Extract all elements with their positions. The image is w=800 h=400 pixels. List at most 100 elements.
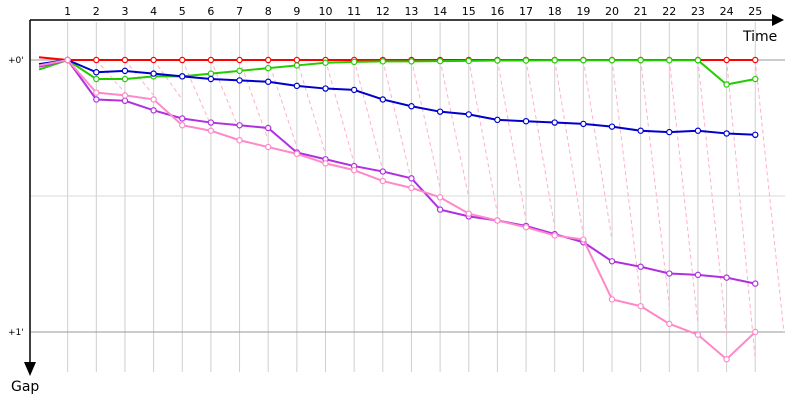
- lap-label: 9: [293, 5, 300, 18]
- lap-label: 14: [433, 5, 447, 18]
- data-point: [436, 206, 444, 213]
- gap-axis-arrowhead: [24, 362, 36, 376]
- data-point: [236, 67, 243, 75]
- connector-line: [210, 59, 241, 131]
- data-point: [551, 232, 558, 239]
- data-point: [121, 92, 129, 99]
- data-point: [694, 271, 702, 279]
- connector-line: [640, 59, 670, 307]
- data-point: [608, 258, 616, 265]
- data-point: [322, 160, 329, 167]
- connector-line: [410, 59, 441, 188]
- data-point: [723, 274, 730, 281]
- series-line: [38, 59, 756, 361]
- gap-tick-label: +0': [8, 56, 24, 66]
- lap-label: 23: [691, 5, 705, 18]
- gridlines: [31, 22, 785, 372]
- time-axis-label: Time: [742, 29, 777, 45]
- data-point: [236, 56, 243, 64]
- data-point: [522, 117, 530, 125]
- data-point: [93, 75, 100, 83]
- time-axis-arrowhead: [772, 14, 784, 26]
- data-point: [265, 78, 272, 85]
- data-point: [350, 86, 358, 94]
- data-point: [551, 57, 558, 64]
- series-line: [38, 59, 756, 136]
- data-point: [637, 302, 644, 310]
- lap-label: 19: [576, 5, 590, 18]
- connector-line: [382, 59, 412, 182]
- lap-label: 22: [662, 5, 676, 18]
- data-point: [408, 103, 415, 110]
- data-point: [436, 108, 444, 115]
- data-point: [150, 70, 157, 77]
- data-point: [207, 127, 215, 134]
- connector-line: [697, 59, 728, 335]
- lap-label: 3: [121, 5, 128, 18]
- lap-label: 6: [207, 5, 214, 18]
- data-point: [522, 57, 530, 64]
- data-point: [207, 70, 215, 77]
- data-point: [265, 64, 272, 72]
- data-point: [93, 56, 100, 64]
- data-point: [666, 270, 673, 277]
- data-point: [465, 210, 472, 217]
- data-point: [608, 123, 616, 130]
- connector-line: [468, 59, 498, 214]
- lap-label: 4: [150, 5, 157, 18]
- connector-line: [353, 59, 384, 171]
- connector-line: [267, 59, 298, 148]
- connector-line: [611, 59, 642, 300]
- data-point: [723, 130, 730, 137]
- data-point: [637, 263, 644, 270]
- data-point: [608, 57, 616, 64]
- data-point: [637, 57, 644, 64]
- data-point: [723, 81, 730, 88]
- data-point: [121, 67, 129, 75]
- data-point: [265, 56, 272, 64]
- data-point: [666, 57, 673, 64]
- gap-tick-label: +1': [8, 328, 24, 338]
- data-point: [666, 128, 673, 136]
- data-point: [93, 96, 100, 103]
- connector-line: [296, 59, 326, 154]
- data-point: [179, 115, 186, 122]
- data-point: [752, 328, 759, 336]
- data-point: [150, 56, 157, 64]
- lap-label: 20: [605, 5, 619, 18]
- data-point: [694, 57, 702, 64]
- data-point: [179, 56, 186, 64]
- data-point: [265, 124, 272, 132]
- connector-line: [668, 59, 699, 324]
- data-point: [350, 166, 358, 174]
- data-point: [694, 127, 702, 134]
- data-point: [179, 122, 186, 129]
- lap-label: 12: [376, 5, 390, 18]
- data-point: [121, 56, 129, 64]
- data-point: [322, 85, 329, 92]
- lap-label: 15: [462, 5, 476, 18]
- data-point: [465, 111, 472, 118]
- data-point: [752, 56, 759, 64]
- lap-labels: 1 2 3 4 5 6 7 8 9 10 11 12 13 14 15 16 17 18 19 20 21 22 23 24 2…: [64, 5, 762, 18]
- data-point: [580, 236, 587, 243]
- pit-connector-lines: [67, 59, 785, 360]
- data-point: [723, 356, 730, 363]
- lap-label: 2: [93, 5, 100, 18]
- connector-line: [95, 59, 126, 93]
- connector-line: [525, 59, 556, 228]
- connector-line: [153, 59, 183, 100]
- data-point: [236, 137, 243, 144]
- connector-line: [496, 59, 527, 221]
- lap-label: 1: [64, 5, 71, 18]
- series-3: [38, 56, 759, 138]
- data-point: [436, 57, 444, 65]
- lap-label: 24: [720, 5, 734, 18]
- lap-label: 18: [548, 5, 562, 18]
- data-point: [408, 175, 415, 182]
- series-line: [38, 59, 756, 285]
- data-point: [236, 122, 243, 129]
- data-point: [379, 96, 386, 103]
- data-point: [64, 56, 71, 64]
